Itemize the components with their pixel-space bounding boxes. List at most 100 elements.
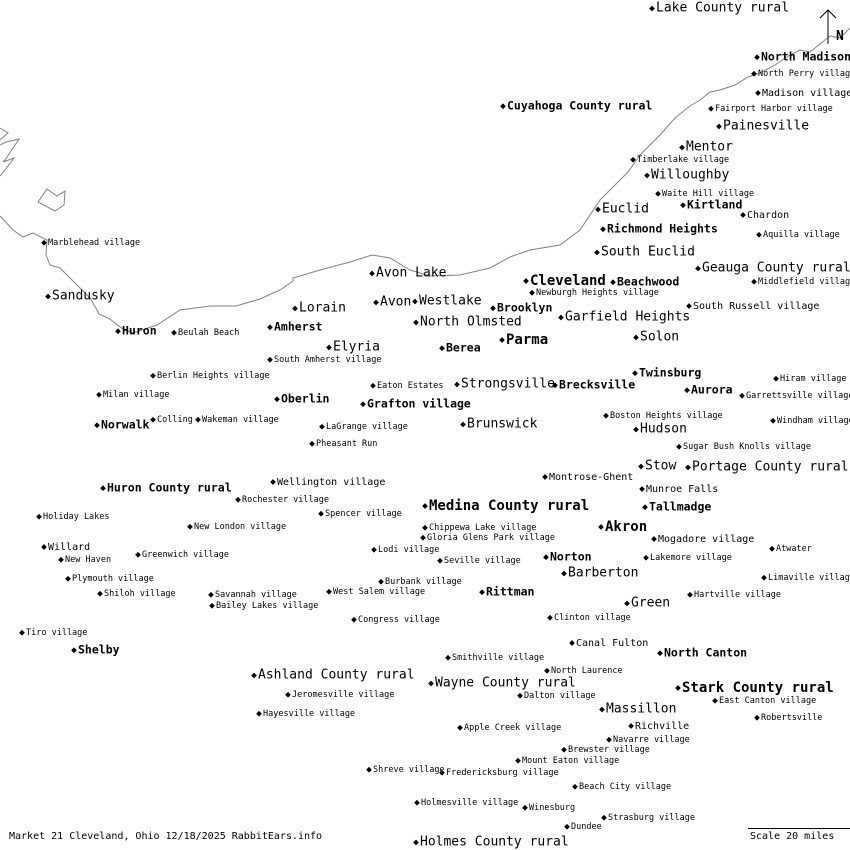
city-marker-icon <box>309 440 315 447</box>
city-marker-icon <box>756 231 762 238</box>
place-name: Canal Fulton <box>576 638 649 649</box>
scale-bar <box>748 828 850 829</box>
place-name: Euclid <box>602 201 649 217</box>
city-marker-icon <box>36 513 42 520</box>
place-chippewa-lake-village: Chippewa Lake village <box>422 522 537 533</box>
city-marker-icon <box>679 144 685 150</box>
place-name: Greenwich village <box>142 549 229 560</box>
city-marker-icon <box>366 766 372 773</box>
place-name: Strasburg village <box>608 812 695 823</box>
city-marker-icon <box>208 591 214 598</box>
place-name: Berlin Heights village <box>157 370 270 381</box>
place-north-perry-village: North Perry village <box>751 70 850 79</box>
place-jeromesville-village: Jeromesville village <box>285 689 395 700</box>
place-name: New Haven <box>65 554 112 565</box>
city-marker-icon <box>412 298 418 304</box>
place-name: South Russell village <box>693 301 820 312</box>
place-north-laurence: North Laurence <box>544 665 623 676</box>
place-richville: Richville <box>628 722 689 732</box>
city-marker-icon <box>624 600 630 606</box>
place-green: Green <box>624 597 670 610</box>
place-bailey-lakes-village: Bailey Lakes village <box>209 602 318 611</box>
place-name: Boston Heights village <box>610 410 723 421</box>
place-willoughby: Willoughby <box>644 169 729 182</box>
place-name: North Laurence <box>551 665 623 676</box>
place-name: Brunswick <box>467 416 538 432</box>
place-new-haven: New Haven <box>58 554 112 565</box>
place-dalton-village: Dalton village <box>517 692 596 701</box>
place-name: Huron County rural <box>107 480 232 495</box>
place-name: New London village <box>194 521 287 532</box>
city-marker-icon <box>235 496 241 503</box>
city-marker-icon <box>439 769 445 776</box>
city-marker-icon <box>686 303 692 309</box>
place-name: Seville village <box>444 555 521 566</box>
place-north-canton: North Canton <box>657 647 747 659</box>
place-name: Jeromesville village <box>292 689 395 700</box>
place-name: Lake County rural <box>656 0 790 16</box>
city-marker-icon <box>632 369 638 376</box>
city-marker-icon <box>657 649 663 656</box>
place-brooklyn: Brooklyn <box>490 302 552 314</box>
city-marker-icon <box>558 314 564 320</box>
city-marker-icon <box>351 616 357 623</box>
place-pheasant-run: Pheasant Run <box>309 440 377 449</box>
city-marker-icon <box>251 672 257 678</box>
city-marker-icon <box>754 53 760 60</box>
place-robertsville: Robertsville <box>754 714 822 723</box>
city-marker-icon <box>544 667 550 674</box>
place-congress-village: Congress village <box>351 616 440 625</box>
place-name: Savannah village <box>215 589 297 600</box>
city-marker-icon <box>594 249 600 255</box>
place-garrettsville-village: Garrettsville village <box>739 392 850 401</box>
place-name: Beach City village <box>579 781 672 792</box>
city-marker-icon <box>195 416 201 423</box>
city-marker-icon <box>642 503 648 510</box>
place-name: Rittman <box>486 584 535 599</box>
place-name: Navarre village <box>613 734 690 745</box>
place-strasburg-village: Strasburg village <box>601 812 695 823</box>
place-aquilla-village: Aquilla village <box>756 229 840 240</box>
place-sugar-bush-knolls-village: Sugar Bush Knolls village <box>676 443 811 452</box>
place-name: Fairport Harbor village <box>715 103 833 114</box>
city-marker-icon <box>676 443 682 450</box>
city-marker-icon <box>761 574 767 581</box>
city-marker-icon <box>58 556 64 563</box>
place-fairport-harbor-village: Fairport Harbor village <box>708 103 833 114</box>
place-name: Newburgh Heights village <box>536 287 659 298</box>
place-name: Cuyahoga County rural <box>507 98 653 113</box>
place-name: Aquilla village <box>763 229 840 240</box>
city-marker-icon <box>638 463 644 469</box>
city-marker-icon <box>572 783 578 790</box>
city-marker-icon <box>716 123 722 129</box>
place-name: Munroe Falls <box>646 484 719 495</box>
place-name: Portage County rural <box>692 459 849 475</box>
place-name: Dundee <box>571 821 602 832</box>
city-marker-icon <box>292 305 298 311</box>
place-montrose-ghent: Montrose-Ghent <box>542 473 633 483</box>
place-name: Chippewa Lake village <box>429 522 537 533</box>
city-marker-icon <box>633 426 639 432</box>
place-name: Wakeman village <box>202 414 279 425</box>
place-elyria: Elyria <box>326 341 380 354</box>
place-name: Mount Eaton village <box>522 755 620 766</box>
place-mentor: Mentor <box>679 139 733 155</box>
city-marker-icon <box>695 265 701 271</box>
place-name: North Olmsted <box>420 314 522 330</box>
city-marker-icon <box>517 692 523 699</box>
place-name: Mentor <box>686 139 733 155</box>
place-cleveland: Cleveland <box>523 273 606 289</box>
city-marker-icon <box>644 172 650 178</box>
place-name: Winesburg <box>529 802 576 813</box>
city-marker-icon <box>270 479 276 485</box>
place-lake-county-rural: Lake County rural <box>649 0 790 16</box>
place-name: Atwater <box>776 543 812 554</box>
place-name: Cleveland <box>530 273 606 289</box>
place-name: Hartville village <box>694 589 781 600</box>
city-marker-icon <box>751 278 757 285</box>
place-name: Hudson <box>640 421 687 437</box>
place-name: Norwalk <box>101 417 150 432</box>
city-marker-icon <box>371 546 377 553</box>
place-south-euclid: South Euclid <box>594 246 695 259</box>
city-marker-icon <box>420 534 426 541</box>
